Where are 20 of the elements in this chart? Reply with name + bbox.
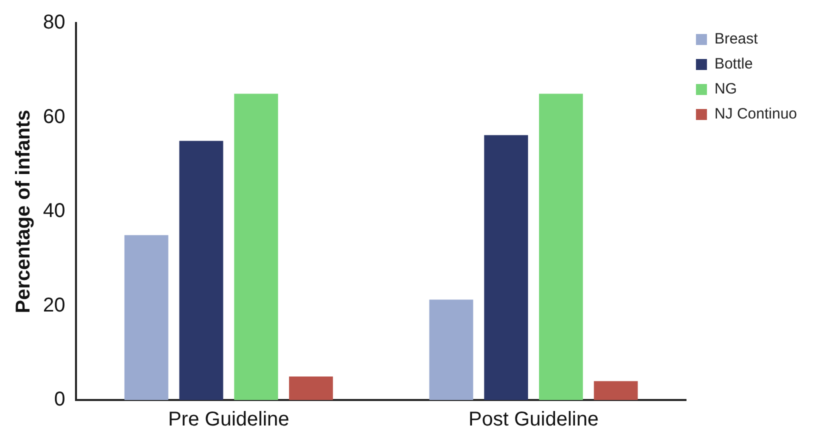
y-tick-label: 20 (42, 294, 66, 316)
bar (124, 235, 168, 400)
bar (429, 300, 474, 400)
y-tick-label: 80 (42, 12, 66, 34)
y-tick-label: 60 (42, 106, 66, 128)
y-tick-label: 40 (42, 200, 66, 222)
bar (234, 94, 278, 400)
legend-label: Bottle (714, 56, 753, 73)
bar (289, 376, 333, 400)
bar (179, 140, 224, 400)
y-axis-title: Percentage of infants (12, 110, 35, 314)
bar (484, 135, 528, 400)
legend-label: NG (714, 80, 737, 98)
bar (594, 381, 638, 400)
x-tick-label: Post Guideline (468, 408, 599, 431)
x-tick-label: Pre Guideline (168, 408, 290, 431)
legend-label: NJ Continuo (714, 106, 798, 123)
y-tick-label: 0 (54, 388, 66, 411)
legend-label: Breast (714, 30, 759, 48)
bar (539, 94, 583, 400)
